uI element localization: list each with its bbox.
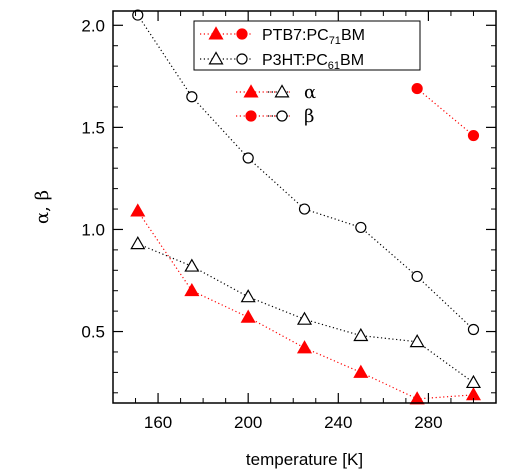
y-tick-label: 1.5 xyxy=(81,118,105,137)
legend-label: PTB7:PC71BM xyxy=(262,27,365,47)
series xyxy=(132,9,480,336)
triangle-marker xyxy=(240,309,256,323)
triangle-marker xyxy=(353,364,369,378)
circle-marker xyxy=(242,152,254,164)
x-tick-label: 160 xyxy=(144,413,172,432)
x-tick-label: 280 xyxy=(414,413,442,432)
series xyxy=(130,236,482,389)
series-line xyxy=(137,243,474,384)
triangle-key-open xyxy=(274,84,290,98)
triangle-key-filled xyxy=(243,84,259,98)
circle-key-filled xyxy=(245,110,257,122)
circle-marker xyxy=(298,203,311,215)
legend-circle-marker xyxy=(236,53,248,65)
y-tick-label: 1.0 xyxy=(81,220,105,239)
triangle-marker xyxy=(296,340,313,354)
triangle-marker xyxy=(353,327,369,342)
legend-circle-marker xyxy=(236,28,248,40)
key-label: α xyxy=(304,82,316,103)
y-tick-label: 2.0 xyxy=(81,16,105,35)
triangle-marker xyxy=(465,374,482,389)
legend-triangle-marker xyxy=(208,51,224,65)
x-tick-label: 200 xyxy=(234,413,262,432)
plot-frame xyxy=(112,10,497,404)
legend: PTB7:PC71BM P3HT:PC61BM αβ xyxy=(193,20,421,127)
triangle-marker xyxy=(296,311,313,325)
triangle-marker xyxy=(240,289,256,303)
triangle-marker xyxy=(409,334,425,348)
series-line xyxy=(416,88,474,137)
circle-marker xyxy=(467,129,480,142)
circle-marker xyxy=(467,323,480,336)
legend-triangle-marker xyxy=(208,26,224,40)
series xyxy=(130,203,482,405)
triangle-marker xyxy=(184,282,200,297)
triangle-marker xyxy=(184,258,200,272)
circle-key-open xyxy=(276,110,288,122)
axes: 160 200 240 280 0.5 1.0 1.5 2.0 xyxy=(81,11,496,432)
series-line xyxy=(137,210,474,400)
circle-marker xyxy=(411,82,423,95)
x-axis-label: temperature [K] xyxy=(246,450,363,469)
legend-box xyxy=(193,20,421,71)
y-axis-label: α, β xyxy=(32,190,53,224)
x-tick-label: 240 xyxy=(324,413,352,432)
circle-marker xyxy=(186,91,198,103)
triangle-marker xyxy=(130,203,146,217)
circle-marker xyxy=(411,270,423,283)
triangle-marker xyxy=(409,391,425,405)
triangle-marker xyxy=(130,236,146,250)
circle-marker xyxy=(355,221,367,234)
legend-label: P3HT:PC61BM xyxy=(262,52,364,72)
series xyxy=(411,82,480,142)
y-tick-label: 0.5 xyxy=(81,323,105,342)
key-label: β xyxy=(304,106,314,127)
